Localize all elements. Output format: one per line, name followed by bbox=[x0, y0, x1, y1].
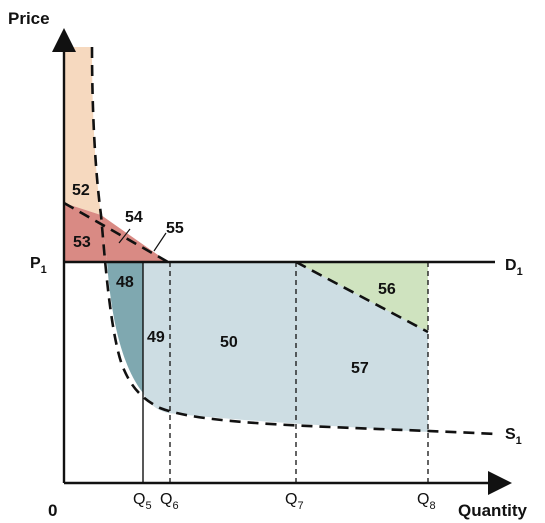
q7-label: Q7 bbox=[285, 491, 304, 512]
region-label-55: 55 bbox=[166, 220, 184, 237]
origin-label: 0 bbox=[48, 501, 57, 520]
region-53 bbox=[64, 203, 107, 262]
supply-curve bbox=[90, 46, 496, 436]
region-label-53: 53 bbox=[73, 234, 91, 251]
region-48 bbox=[107, 262, 143, 393]
region-label-52: 52 bbox=[72, 182, 90, 199]
y-axis-title: Price bbox=[8, 9, 50, 28]
pointer-54 bbox=[118, 228, 131, 244]
region-label-56: 56 bbox=[378, 281, 396, 298]
external-demand-curve-right bbox=[295, 260, 429, 334]
x-axis-title: Quantity bbox=[458, 501, 527, 520]
pointer-55 bbox=[153, 232, 167, 252]
s1-label: S1 bbox=[505, 426, 522, 447]
region-label-49: 49 bbox=[147, 329, 165, 346]
region-label-48: 48 bbox=[116, 274, 134, 291]
p1-label: P1 bbox=[30, 255, 47, 276]
region-label-54: 54 bbox=[125, 209, 143, 226]
q6-label: Q6 bbox=[160, 491, 179, 512]
d1-label: D1 bbox=[505, 257, 523, 278]
q8-label: Q8 bbox=[417, 491, 436, 512]
region-label-57: 57 bbox=[351, 360, 369, 377]
external-demand-curve bbox=[63, 201, 169, 264]
region-49-50-57 bbox=[143, 262, 428, 432]
q5-label: Q5 bbox=[133, 491, 152, 512]
region-54-55 bbox=[101, 215, 168, 262]
region-label-50: 50 bbox=[220, 334, 238, 351]
